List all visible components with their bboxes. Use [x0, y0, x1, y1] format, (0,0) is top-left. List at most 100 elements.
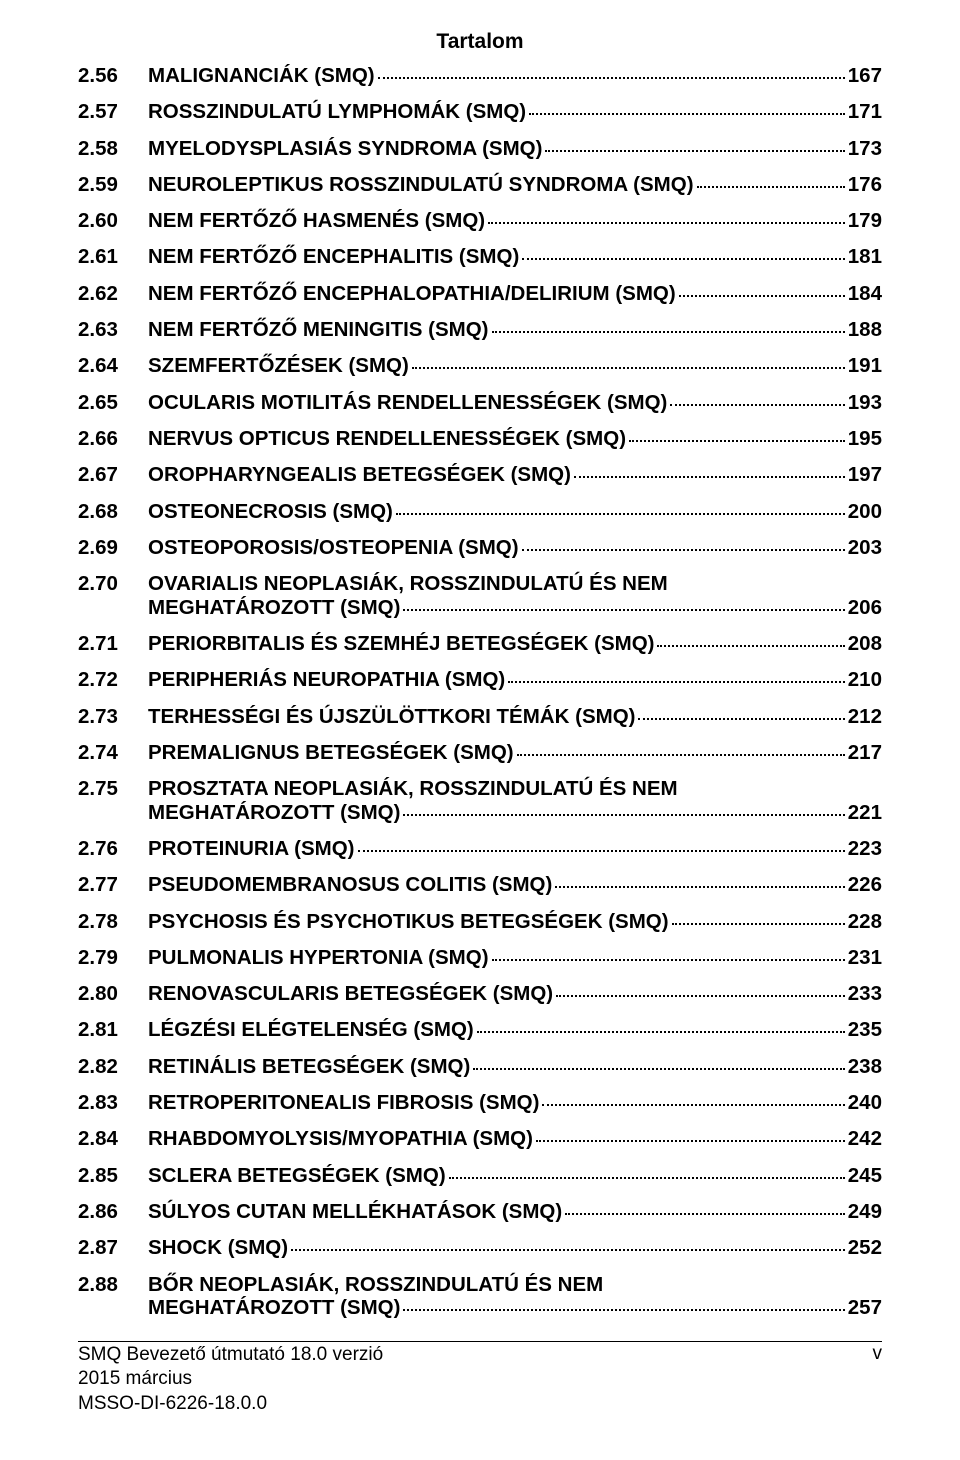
toc-leader-dots: [522, 258, 845, 260]
toc-leader-dots: [565, 1213, 845, 1215]
toc-leader-dots: [358, 850, 845, 852]
toc-leader-dots: [697, 186, 845, 188]
toc-entry-line: LÉGZÉSI ELÉGTELENSÉG (SMQ)235: [148, 1020, 882, 1041]
toc-entry-line: NERVUS OPTICUS RENDELLENESSÉGEK (SMQ)195: [148, 429, 882, 450]
toc-entry-page: 203: [848, 538, 882, 559]
toc-entry-number: 2.82: [78, 1057, 148, 1078]
toc-leader-dots: [679, 295, 845, 297]
footer-line-2: 2015 március: [78, 1367, 383, 1391]
toc-entry-number: 2.56: [78, 66, 148, 87]
toc-entry-line: SCLERA BETEGSÉGEK (SMQ)245: [148, 1166, 882, 1187]
toc-leader-dots: [396, 513, 845, 515]
toc-entry-number: 2.83: [78, 1093, 148, 1114]
toc-entry-body: NERVUS OPTICUS RENDELLENESSÉGEK (SMQ)195: [148, 429, 882, 450]
toc-entry: 2.72PERIPHERIÁS NEUROPATHIA (SMQ)210: [78, 670, 882, 691]
toc-entry-page: 223: [848, 839, 882, 860]
toc-entry-line: NEM FERTŐZŐ ENCEPHALITIS (SMQ)181: [148, 247, 882, 268]
toc-entry: 2.73TERHESSÉGI ÉS ÚJSZÜLÖTTKORI TÉMÁK (S…: [78, 707, 882, 728]
toc-entry-page: 208: [848, 634, 882, 655]
toc-entry-body: ROSSZINDULATÚ LYMPHOMÁK (SMQ)171: [148, 102, 882, 123]
toc-entry-title: NERVUS OPTICUS RENDELLENESSÉGEK (SMQ): [148, 429, 626, 450]
toc-entry-page: 217: [848, 743, 882, 764]
toc-leader-dots: [556, 995, 845, 997]
toc-entry: 2.84RHABDOMYOLYSIS/MYOPATHIA (SMQ)242: [78, 1129, 882, 1150]
toc-entry-title: PERIPHERIÁS NEUROPATHIA (SMQ): [148, 670, 505, 691]
toc-entry-body: MYELODYSPLASIÁS SYNDROMA (SMQ)173: [148, 139, 882, 160]
toc-entry-body: SZEMFERTŐZÉSEK (SMQ)191: [148, 356, 882, 377]
toc-entry-title: LÉGZÉSI ELÉGTELENSÉG (SMQ): [148, 1020, 474, 1041]
toc-entry-body: RETINÁLIS BETEGSÉGEK (SMQ) 238: [148, 1057, 882, 1078]
toc-entry-body: PERIORBITALIS ÉS SZEMHÉJ BETEGSÉGEK (SMQ…: [148, 634, 882, 655]
toc-entry-title: RETINÁLIS BETEGSÉGEK (SMQ): [148, 1057, 470, 1078]
toc-entry: 2.63NEM FERTŐZŐ MENINGITIS (SMQ)188: [78, 320, 882, 341]
toc-entry-body: OCULARIS MOTILITÁS RENDELLENESSÉGEK (SMQ…: [148, 393, 882, 414]
toc-entry-line: PERIPHERIÁS NEUROPATHIA (SMQ)210: [148, 670, 882, 691]
toc-entry-body: SCLERA BETEGSÉGEK (SMQ)245: [148, 1166, 882, 1187]
toc-entry-page: 181: [848, 247, 882, 268]
toc-entry-body: PROTEINURIA (SMQ)223: [148, 839, 882, 860]
toc-entry-title: SÚLYOS CUTAN MELLÉKHATÁSOK (SMQ): [148, 1202, 562, 1223]
toc-entry-body: NEUROLEPTIKUS ROSSZINDULATÚ SYNDROMA (SM…: [148, 175, 882, 196]
toc-leader-dots: [403, 814, 844, 816]
toc-entry-number: 2.65: [78, 393, 148, 414]
toc-entry: 2.76PROTEINURIA (SMQ)223: [78, 839, 882, 860]
toc-entry-title-upper: PROSZTATA NEOPLASIÁK, ROSSZINDULATÚ ÉS N…: [148, 779, 882, 800]
toc-entry: 2.61NEM FERTŐZŐ ENCEPHALITIS (SMQ)181: [78, 247, 882, 268]
toc-entry-title: MEGHATÁROZOTT (SMQ): [148, 598, 400, 619]
toc-entry-title: PULMONALIS HYPERTONIA (SMQ): [148, 948, 489, 969]
toc-entry-number: 2.88: [78, 1275, 148, 1296]
toc-entry-page: 171: [848, 102, 882, 123]
toc-entry-page: 228: [848, 912, 882, 933]
toc-entry-body: PSEUDOMEMBRANOSUS COLITIS (SMQ)226: [148, 875, 882, 896]
toc-entry-line: OROPHARYNGEALIS BETEGSÉGEK (SMQ)197: [148, 465, 882, 486]
toc-entry-line: PSEUDOMEMBRANOSUS COLITIS (SMQ)226: [148, 875, 882, 896]
toc-entry-line: NEM FERTŐZŐ MENINGITIS (SMQ)188: [148, 320, 882, 341]
toc-entry-line: RENOVASCULARIS BETEGSÉGEK (SMQ)233: [148, 984, 882, 1005]
toc-entry-page: 221: [848, 803, 882, 824]
toc-entry-body: OSTEONECROSIS (SMQ)200: [148, 502, 882, 523]
toc-entry-page: 188: [848, 320, 882, 341]
toc-entry-line: MEGHATÁROZOTT (SMQ) 206: [148, 598, 882, 619]
toc-entry-line: OSTEONECROSIS (SMQ)200: [148, 502, 882, 523]
toc-leader-dots: [529, 113, 845, 115]
toc-entry-body: TERHESSÉGI ÉS ÚJSZÜLÖTTKORI TÉMÁK (SMQ)2…: [148, 707, 882, 728]
toc-entry-number: 2.75: [78, 779, 148, 800]
toc-entry-body: PSYCHOSIS ÉS PSYCHOTIKUS BETEGSÉGEK (SMQ…: [148, 912, 882, 933]
toc-entry-line: RETROPERITONEALIS FIBROSIS (SMQ)240: [148, 1093, 882, 1114]
toc-entry-number: 2.63: [78, 320, 148, 341]
toc-entry-page: 206: [848, 598, 882, 619]
toc-leader-dots: [403, 609, 844, 611]
toc-leader-dots: [477, 1031, 845, 1033]
toc-leader-dots: [378, 77, 845, 79]
toc-entry-title: RHABDOMYOLYSIS/MYOPATHIA (SMQ): [148, 1129, 533, 1150]
toc-entry-title: TERHESSÉGI ÉS ÚJSZÜLÖTTKORI TÉMÁK (SMQ): [148, 707, 635, 728]
toc-leader-dots: [670, 404, 844, 406]
toc-entry-body: SHOCK (SMQ)252: [148, 1238, 882, 1259]
toc-entry-body: NEM FERTŐZŐ HASMENÉS (SMQ)179: [148, 211, 882, 232]
toc-entry-line: TERHESSÉGI ÉS ÚJSZÜLÖTTKORI TÉMÁK (SMQ)2…: [148, 707, 882, 728]
toc-entry-number: 2.73: [78, 707, 148, 728]
toc-entry-page: 238: [848, 1057, 882, 1078]
toc-entry-number: 2.58: [78, 139, 148, 160]
toc-leader-dots: [657, 645, 844, 647]
toc-entry: 2.59NEUROLEPTIKUS ROSSZINDULATÚ SYNDROMA…: [78, 175, 882, 196]
toc-entry: 2.82RETINÁLIS BETEGSÉGEK (SMQ) 238: [78, 1057, 882, 1078]
toc-entry-number: 2.69: [78, 538, 148, 559]
toc-entry: 2.81LÉGZÉSI ELÉGTELENSÉG (SMQ)235: [78, 1020, 882, 1041]
toc-entry-number: 2.66: [78, 429, 148, 450]
toc-leader-dots: [492, 331, 845, 333]
toc-entry-page: 197: [848, 465, 882, 486]
toc-leader-dots: [542, 1104, 844, 1106]
toc-entry-title: OCULARIS MOTILITÁS RENDELLENESSÉGEK (SMQ…: [148, 393, 667, 414]
toc-entry-body: PULMONALIS HYPERTONIA (SMQ)231: [148, 948, 882, 969]
toc-entry-title: RETROPERITONEALIS FIBROSIS (SMQ): [148, 1093, 539, 1114]
toc-entry-number: 2.57: [78, 102, 148, 123]
toc-entry-number: 2.85: [78, 1166, 148, 1187]
toc-leader-dots: [672, 923, 845, 925]
toc-entry-line: SÚLYOS CUTAN MELLÉKHATÁSOK (SMQ)249: [148, 1202, 882, 1223]
toc-entry-line: PULMONALIS HYPERTONIA (SMQ)231: [148, 948, 882, 969]
toc-entry-line: MEGHATÁROZOTT (SMQ)221: [148, 803, 882, 824]
toc-leader-dots: [508, 681, 845, 683]
toc-entry-page: 193: [848, 393, 882, 414]
footer-line-1: SMQ Bevezető útmutató 18.0 verzió: [78, 1343, 383, 1367]
